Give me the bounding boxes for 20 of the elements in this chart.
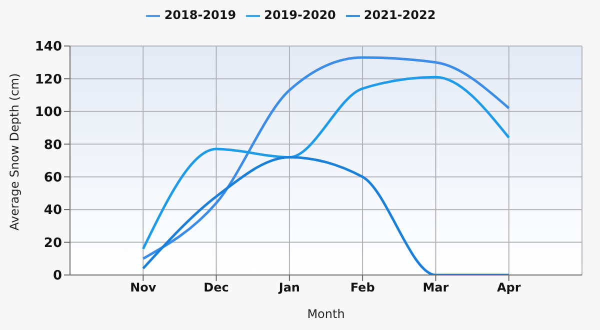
- line-series: [142, 156, 510, 275]
- y-tick-label: 60: [44, 170, 62, 186]
- legend-label: 2018-2019: [164, 8, 236, 22]
- x-tick-label: Apr: [496, 280, 521, 295]
- y-tick-label: 120: [34, 72, 62, 88]
- y-tick-label: 100: [34, 105, 62, 120]
- y-axis-title: Average Snow Depth (cm): [7, 73, 22, 230]
- x-tick-label: Mar: [422, 280, 449, 295]
- y-tick-label: 80: [44, 138, 62, 153]
- x-tick-label: Feb: [350, 280, 376, 295]
- legend-label: 2021-2022: [364, 8, 436, 22]
- y-tick-label: 0: [52, 268, 62, 284]
- legend-label: 2019-2020: [264, 8, 336, 22]
- x-tick-label: Nov: [130, 280, 156, 295]
- x-tick-label: Jan: [278, 280, 300, 295]
- y-tick-label: 20: [44, 236, 62, 251]
- x-axis-title: Month: [307, 307, 345, 321]
- x-tick-label: Dec: [204, 280, 229, 295]
- y-tick-label: 140: [34, 40, 62, 55]
- y-tick-label: 40: [44, 203, 62, 218]
